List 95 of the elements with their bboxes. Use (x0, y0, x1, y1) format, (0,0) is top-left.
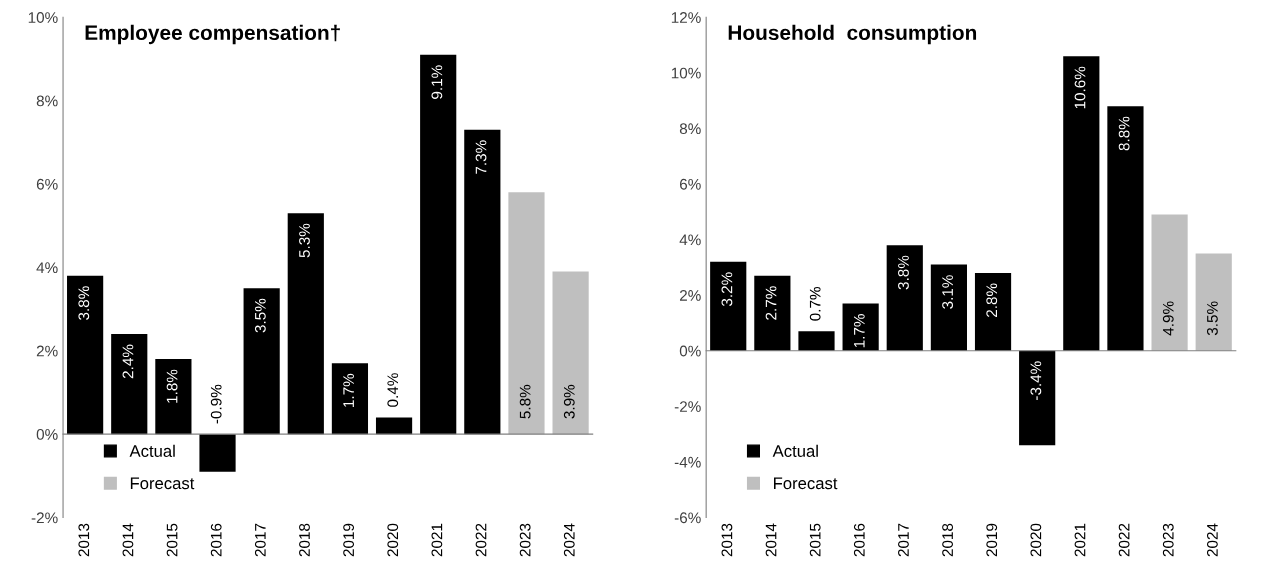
data-label: 1.8% (166, 369, 178, 403)
data-label: 1.7% (343, 373, 354, 407)
y-tick-label: -6% (674, 512, 701, 524)
y-tick-label: 10% (28, 12, 58, 23)
legend-label: Actual (772, 444, 818, 457)
bar (1151, 214, 1188, 351)
bar (842, 303, 879, 351)
bar (974, 272, 1012, 351)
bar (1019, 350, 1056, 446)
data-label: 3.5% (254, 298, 266, 333)
bar (508, 192, 545, 435)
legend-label: Forecast (130, 477, 195, 490)
bar (111, 334, 148, 435)
data-label: 2.8% (986, 283, 998, 317)
y-tick-label: 8% (36, 95, 58, 107)
x-tick-label: 2019 (986, 523, 998, 557)
x-tick-label: 2020 (387, 523, 399, 557)
y-tick-label: 0% (36, 428, 58, 440)
data-label: 0.4% (387, 373, 399, 407)
x-tick-label: 2021 (431, 523, 443, 557)
data-label: 10.6% (1074, 66, 1086, 109)
x-tick-label: 2019 (343, 523, 355, 557)
data-label: 8.8% (1118, 116, 1130, 151)
bar (754, 275, 791, 351)
data-label: 3.2% (721, 272, 733, 307)
data-label: 5.8% (519, 384, 531, 419)
y-tick-label: 10% (671, 67, 701, 79)
x-tick-label: 2022 (475, 523, 487, 557)
bar (243, 288, 280, 435)
bar (1063, 56, 1100, 351)
x-tick-label: 2014 (765, 523, 777, 557)
x-tick-label: 2016 (853, 523, 865, 557)
data-label: 3.8% (898, 255, 909, 290)
data-label: -0.9% (210, 384, 222, 424)
data-label: 0.7% (809, 287, 821, 321)
x-tick-label: 2017 (898, 523, 909, 557)
x-tick-label: 2015 (809, 523, 821, 557)
chart-title: Employee compensation† (85, 24, 340, 45)
data-label: 4.9% (1162, 301, 1174, 336)
y-tick-label: 4% (36, 262, 58, 273)
x-tick-label: 2013 (721, 523, 733, 557)
bar (930, 264, 967, 351)
y-tick-label: 6% (679, 178, 701, 190)
x-tick-label: 2018 (299, 523, 310, 557)
y-tick-label: -4% (674, 456, 701, 468)
x-tick-label: 2016 (210, 523, 222, 557)
bar (798, 331, 835, 351)
data-label: 3.9% (563, 384, 575, 419)
x-tick-label: 2015 (166, 523, 178, 557)
x-tick-label: 2021 (1074, 523, 1086, 557)
data-label: 3.1% (942, 275, 953, 309)
bar (886, 245, 923, 351)
x-tick-label: 2024 (563, 523, 575, 557)
bar (199, 434, 236, 472)
y-tick-label: 0% (679, 345, 701, 357)
data-label: 2.4% (122, 344, 134, 379)
bar (375, 417, 413, 435)
bar (464, 129, 501, 435)
bar (710, 261, 747, 351)
legend-label: Forecast (774, 477, 838, 490)
chart-title: Household consumption (728, 24, 977, 45)
x-tick-label: 2017 (254, 523, 266, 557)
y-tick-label: 6% (36, 178, 58, 190)
bar (1195, 253, 1232, 351)
y-tick-label: 8% (679, 123, 701, 135)
x-tick-label: 2013 (78, 523, 90, 557)
bar (155, 359, 192, 435)
x-tick-label: 2022 (1118, 523, 1130, 557)
data-label: 2.7% (765, 286, 777, 320)
data-label: 7.3% (475, 140, 487, 174)
data-label: 3.5% (1207, 301, 1218, 336)
y-tick-label: 4% (679, 234, 701, 246)
bar (552, 271, 589, 435)
x-tick-label: 2020 (1030, 523, 1042, 557)
y-tick-label: 2% (36, 345, 58, 357)
bar (1107, 106, 1144, 351)
y-tick-label: -2% (31, 512, 58, 524)
legend-label: Actual (129, 444, 175, 457)
data-label: 9.1% (431, 65, 443, 99)
y-tick-label: 12% (671, 12, 701, 23)
x-tick-label: 2023 (519, 523, 531, 557)
bar (420, 54, 457, 435)
bar (331, 363, 369, 435)
y-tick-label: 2% (679, 290, 701, 301)
x-tick-label: 2018 (942, 523, 953, 557)
bar (67, 275, 104, 435)
y-tick-label: -2% (674, 401, 701, 412)
data-label: -3.4% (1030, 361, 1042, 400)
bar (287, 213, 324, 435)
x-tick-label: 2024 (1207, 523, 1218, 557)
data-label: 5.3% (299, 223, 310, 258)
data-label: 1.7% (853, 314, 865, 348)
data-label: 3.8% (78, 286, 90, 320)
x-tick-label: 2023 (1162, 523, 1174, 557)
x-tick-label: 2014 (122, 523, 134, 557)
